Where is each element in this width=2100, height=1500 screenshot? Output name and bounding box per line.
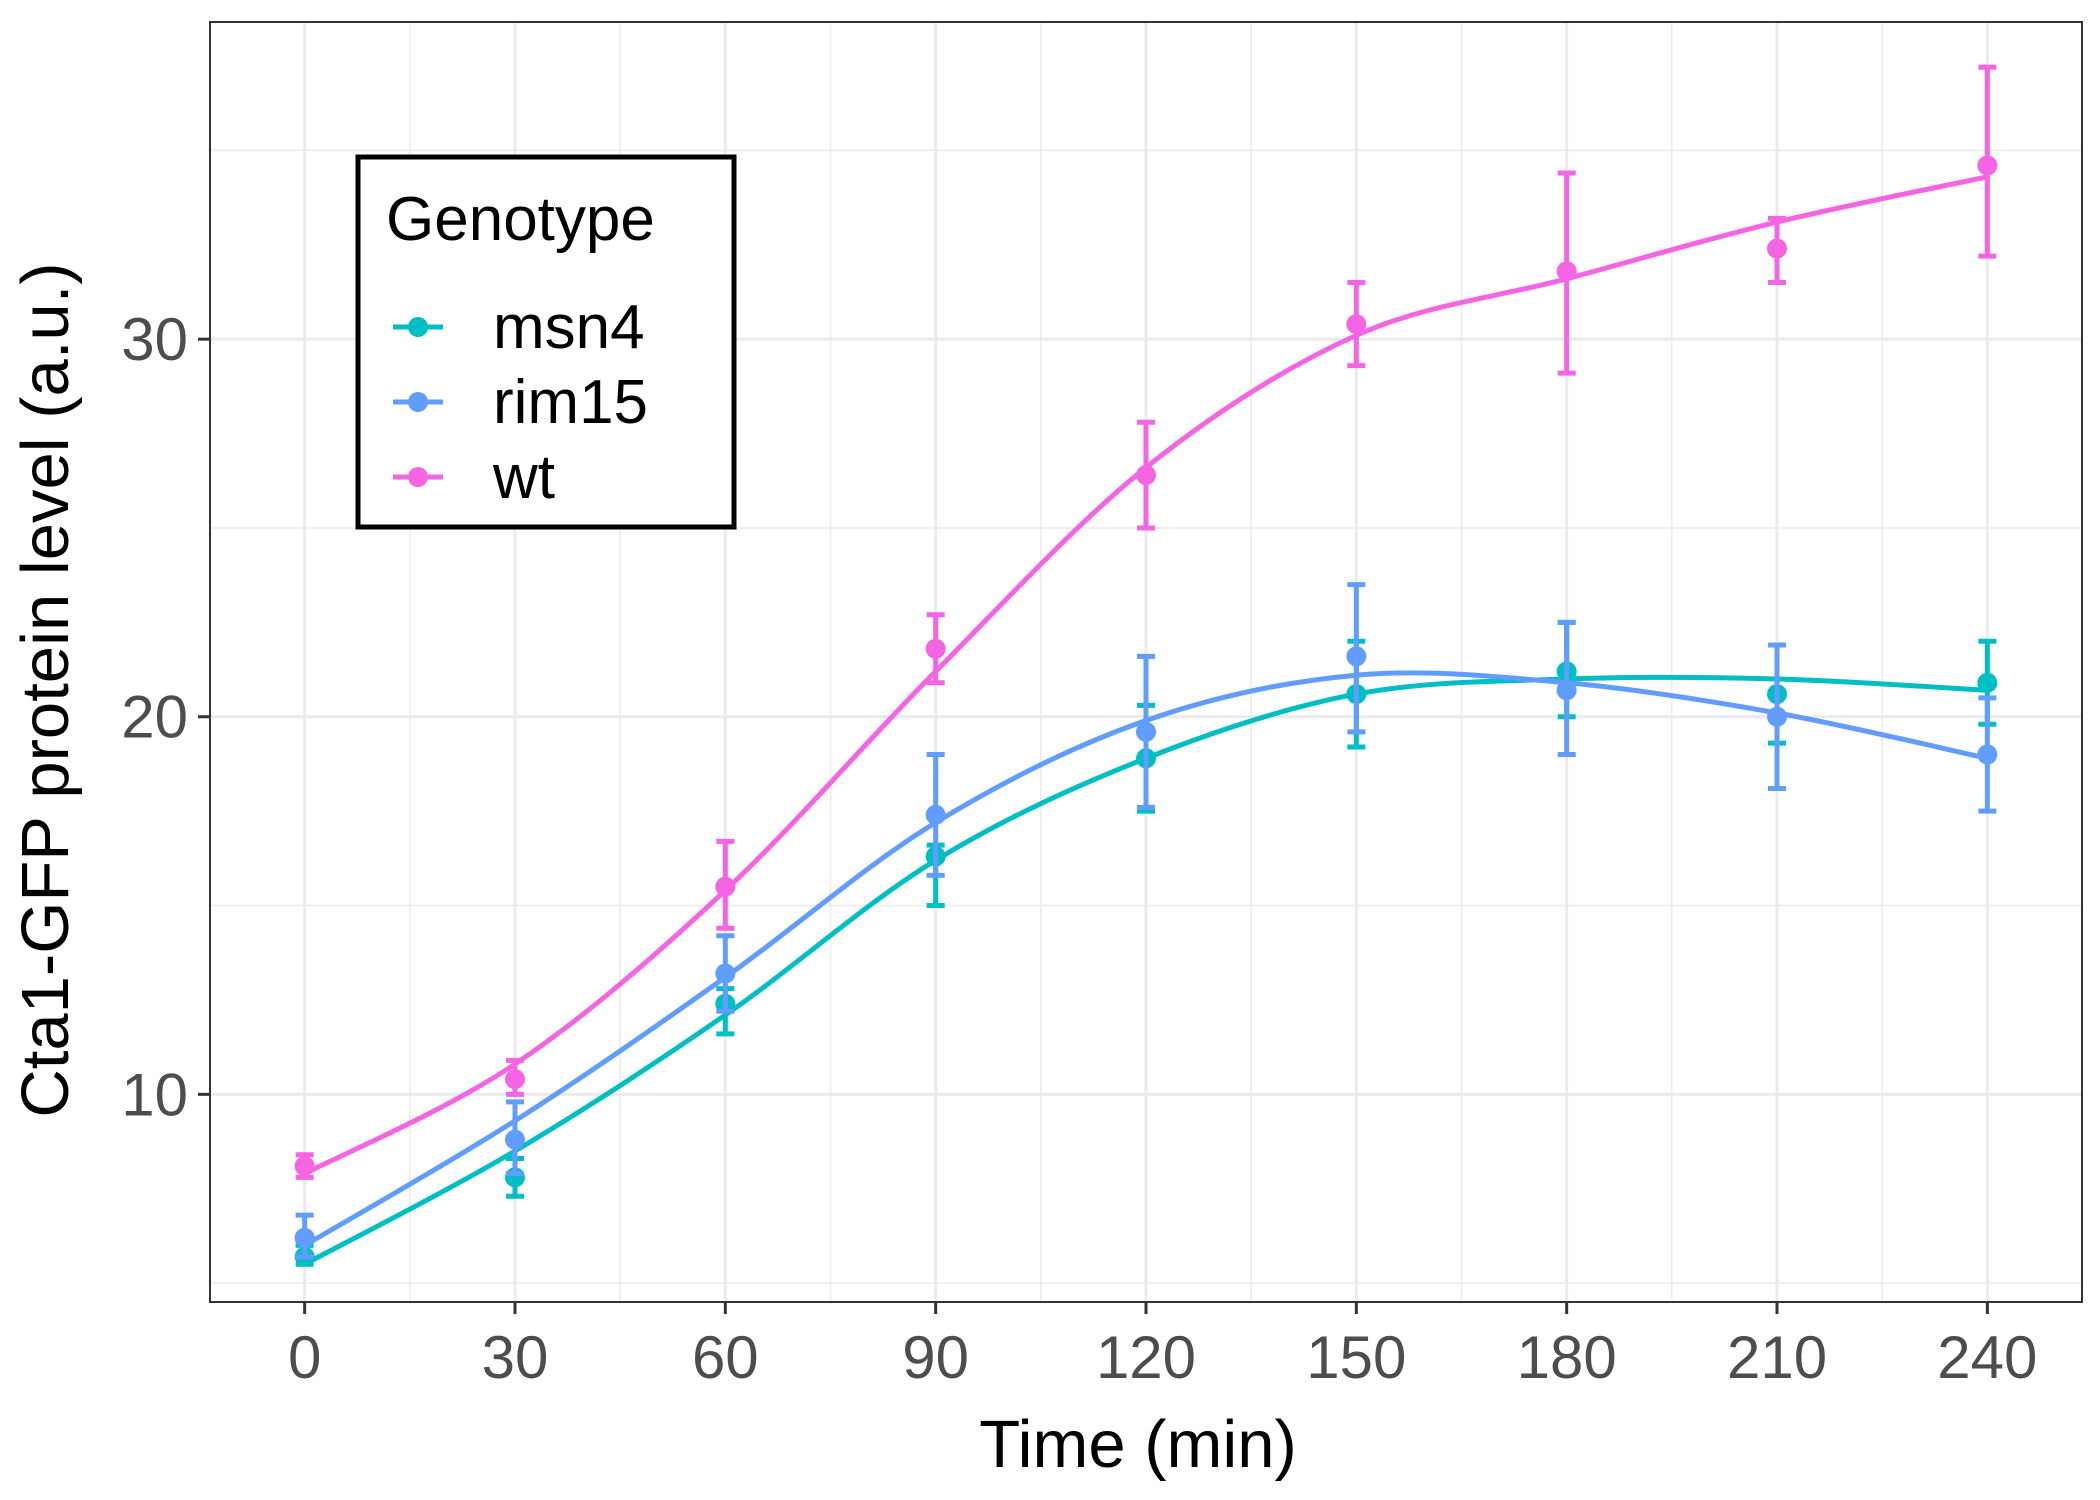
y-tick-label: 30 (121, 306, 188, 373)
data-point-msn4 (1977, 672, 1998, 693)
data-point-rim15 (1556, 680, 1577, 701)
legend-label-msn4: msn4 (493, 293, 645, 362)
data-point-wt (1346, 314, 1367, 335)
x-tick-label: 0 (288, 1324, 321, 1391)
series-layer (294, 64, 1998, 1267)
data-point-rim15 (1977, 744, 1998, 765)
x-tick-label: 180 (1517, 1324, 1617, 1391)
data-point-wt (1136, 465, 1156, 486)
x-tick-label: 210 (1727, 1324, 1827, 1391)
series-line-wt (302, 174, 1990, 1177)
y-tick-label: 10 (121, 1061, 188, 1128)
legend-key-point (408, 317, 428, 337)
legend-label-wt: wt (492, 443, 555, 512)
x-tick-label: 240 (1937, 1324, 2037, 1391)
data-point-rim15 (1346, 646, 1367, 667)
x-axis-title: Time (min) (979, 1407, 1297, 1482)
x-tick-label: 60 (692, 1324, 759, 1391)
axes: 0 30 60 90 120 150 180 210 240 10 20 30 (121, 306, 2037, 1391)
x-tick-label: 120 (1096, 1324, 1196, 1391)
series-line-rim15 (302, 670, 1990, 1248)
x-tick-label: 150 (1306, 1324, 1406, 1391)
data-point-wt (1767, 238, 1788, 259)
legend-key-point (408, 392, 428, 412)
data-point-rim15 (1767, 706, 1788, 727)
data-point-rim15 (294, 1227, 315, 1248)
legend-key-point (408, 467, 428, 487)
y-tick-label: 20 (121, 684, 188, 751)
legend-label-rim15: rim15 (493, 368, 648, 437)
legend-item-msn4: msn4 (393, 293, 645, 362)
x-tick-label: 90 (902, 1324, 969, 1391)
y-axis-title: Cta1-GFP protein level (a.u.) (8, 262, 83, 1117)
data-point-rim15 (504, 1129, 525, 1150)
legend-item-wt: wt (393, 443, 555, 512)
x-tick-label: 30 (482, 1324, 549, 1391)
series-wt (294, 64, 1998, 1180)
data-point-wt (504, 1069, 525, 1090)
legend-title: Genotype (386, 185, 655, 254)
data-point-rim15 (925, 804, 946, 825)
legend-item-rim15: rim15 (393, 368, 648, 437)
series-rim15 (294, 582, 1998, 1260)
data-point-rim15 (715, 963, 736, 984)
data-point-wt (1977, 155, 1998, 176)
data-point-wt (1556, 261, 1577, 282)
series-line-msn4 (302, 674, 1990, 1267)
data-point-wt (925, 638, 946, 659)
data-point-wt (715, 876, 736, 897)
data-point-rim15 (1136, 721, 1156, 742)
data-point-wt (294, 1156, 315, 1177)
legend-box (355, 154, 737, 530)
